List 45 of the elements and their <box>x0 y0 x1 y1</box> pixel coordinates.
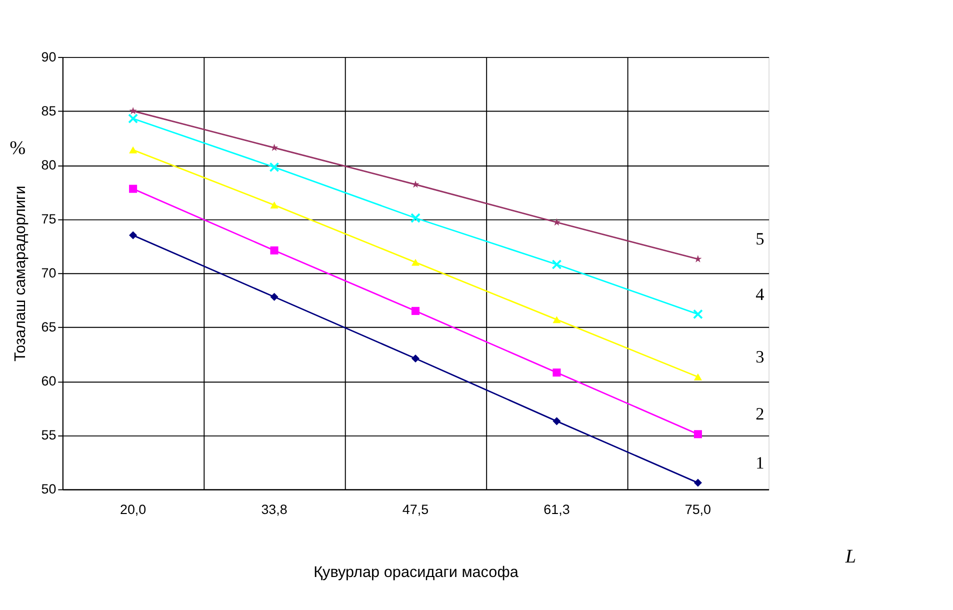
point <box>270 292 278 301</box>
point <box>129 184 138 193</box>
text: 1 <box>756 453 764 472</box>
text: 3 <box>756 347 764 366</box>
point <box>694 478 702 487</box>
text: L <box>844 546 856 568</box>
point <box>411 258 420 266</box>
point <box>410 213 420 223</box>
point <box>270 202 278 209</box>
point <box>694 255 702 262</box>
point <box>411 306 420 315</box>
x-axis-title: Қувурлар орасидаги масофа <box>314 564 519 582</box>
y-tick-label: 50 <box>41 482 56 497</box>
x-tick-label: 47,5 <box>402 502 429 517</box>
text: 2 <box>756 404 764 424</box>
point <box>129 106 137 114</box>
text: 4 <box>756 284 765 304</box>
point <box>129 231 138 240</box>
y-tick-label: 55 <box>41 428 56 443</box>
point <box>694 430 702 438</box>
point <box>270 246 278 254</box>
x-tick-label: 61,3 <box>544 502 570 517</box>
point <box>128 114 138 124</box>
point <box>552 259 562 270</box>
y-tick-label: 60 <box>41 374 56 389</box>
point <box>129 146 138 154</box>
point <box>552 417 561 426</box>
point <box>694 373 702 380</box>
x-tick-label: 20,0 <box>120 502 146 517</box>
y-tick-label: 85 <box>41 103 56 118</box>
text: % <box>10 138 26 159</box>
point <box>269 162 280 172</box>
x-tick-label: 75,0 <box>684 502 712 517</box>
y-axis-title: Тозалаш самарадорлиги <box>12 186 29 362</box>
y-tick-label: 80 <box>41 157 56 172</box>
y-tick-label: 70 <box>41 265 56 280</box>
point <box>692 309 703 320</box>
point <box>552 316 561 324</box>
text: 5 <box>756 230 764 249</box>
point <box>552 368 561 377</box>
x-tick-label: 33,8 <box>261 502 288 517</box>
point <box>411 354 420 363</box>
y-tick-label: 90 <box>41 49 56 64</box>
y-tick-label: 75 <box>41 211 56 226</box>
y-tick-label: 65 <box>41 319 56 334</box>
